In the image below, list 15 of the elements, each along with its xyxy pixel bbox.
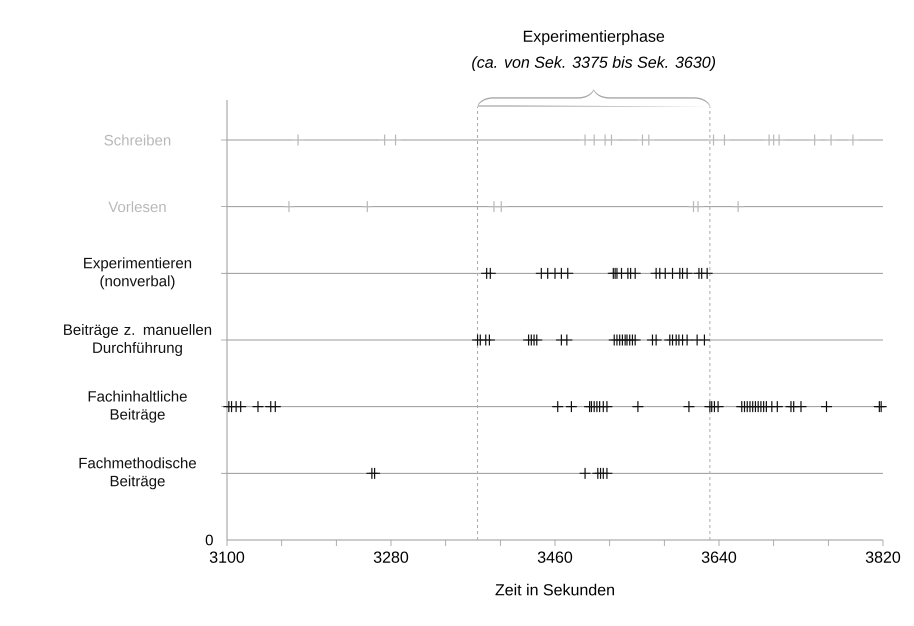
- chart-subtitle: (ca. von Sek. 3375 bis Sek. 3630): [472, 56, 716, 72]
- x-axis-title: Zeit in Sekunden: [495, 584, 614, 596]
- x-tick-label: 3640: [702, 552, 736, 563]
- text: 0: [206, 534, 213, 546]
- y-tick-label: Fachmethodische Beiträge: [80, 457, 196, 490]
- y-tick-label: Fachinhaltliche Beiträge: [88, 390, 187, 423]
- x-tick-label: 3460: [538, 552, 572, 563]
- y-tick-label: Schreiben: [104, 134, 170, 146]
- y-tick-label: Experimentieren (nonverbal): [84, 257, 192, 290]
- x-tick-label: 3100: [210, 552, 244, 563]
- x-tick-label: 3280: [374, 552, 408, 563]
- y-tick-label: Beiträge z. manuellen Durchführung: [64, 324, 212, 356]
- chart-title: Experimentierphase: [524, 30, 664, 46]
- y-tick-label: Vorlesen: [108, 201, 166, 212]
- x-tick-label: 3820: [866, 552, 900, 563]
